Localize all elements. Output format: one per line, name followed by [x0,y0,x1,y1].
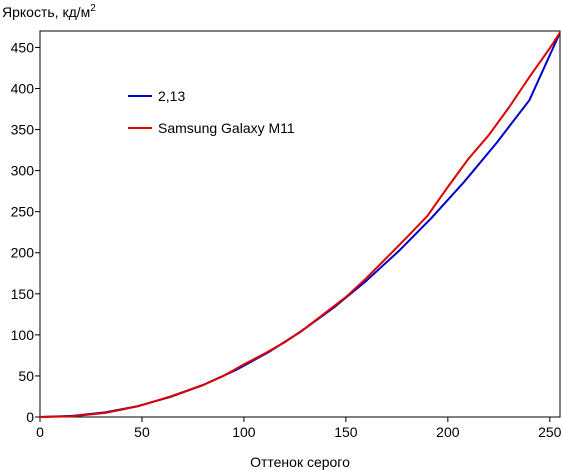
y-axis-title-superscript: 2 [90,3,96,14]
x-tick-label-3: 150 [334,424,358,440]
x-tick-label-4: 200 [436,424,460,440]
plot-area: 0 50 100 150 200 250 300 350 400 450 0 50 100 150 200 2… [11,30,562,440]
series-line-0 [39,32,561,418]
series-layer [39,32,561,418]
x-axis-title: Оттенок серого [250,454,350,470]
series-line-1 [39,32,561,418]
y-tick-label-9: 450 [11,39,35,55]
x-tick-label-0: 0 [36,424,44,440]
legend-label-1: Samsung Galaxy M11 [158,120,295,136]
y-axis-title: Яркость, кд/м2 [2,3,96,20]
x-tick-label-1: 50 [134,424,150,440]
y-tick-label-8: 400 [11,80,35,96]
y-tick-label-4: 200 [11,245,35,261]
y-tick-label-7: 350 [11,122,35,138]
y-tick-label-3: 150 [11,286,35,302]
y-tick-label-5: 250 [11,204,35,220]
x-tick-label-5: 250 [538,424,562,440]
y-axis-title-text: Яркость, кд/м [2,4,90,20]
y-tick-label-0: 0 [26,409,34,425]
y-tick-label-6: 300 [11,163,35,179]
x-tick-label-2: 100 [232,424,256,440]
legend-label-0: 2,13 [158,88,185,104]
svg-text:Яркость, кд/м2: Яркость, кд/м2 [2,3,96,20]
y-tick-label-2: 100 [11,327,35,343]
y-tick-label-1: 50 [18,368,34,384]
plot-frame [39,30,561,418]
legend: 2,13 Samsung Galaxy M11 [128,88,295,136]
